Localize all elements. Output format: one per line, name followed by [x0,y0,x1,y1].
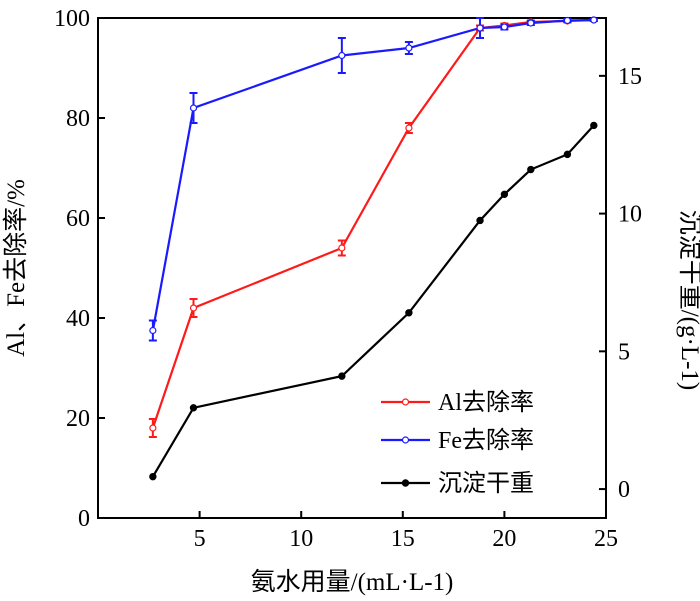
y-axis-right: 0 5 10 15 [599,64,642,503]
data-point [476,24,484,32]
data-point [405,309,413,317]
data-point [189,104,198,112]
data-point [338,51,346,60]
plot-frame [97,17,607,519]
y-tick-label: 60 [66,206,90,232]
y-tick-label: 40 [66,306,90,332]
data-point [149,424,157,432]
series-2 [148,16,598,342]
series-1 [148,16,598,438]
data-point [590,16,598,24]
legend-item: Fe去除率 [381,427,534,454]
y2-tick-label: 5 [618,339,630,365]
legend-marker [401,479,410,487]
y-tick-label: 20 [66,406,90,432]
data-point [149,326,157,335]
x-tick-label: 25 [594,526,618,552]
series-line [151,124,595,478]
legend-item: Al去除率 [381,389,534,416]
series-3 [149,121,598,481]
y-axis-left: 0 20 40 60 80 100 [54,6,105,532]
y-tick-label: 100 [54,6,90,32]
legend-marker [401,398,410,406]
y2-tick-label: 0 [618,477,630,503]
x-tick-label: 15 [391,526,415,552]
data-point [189,404,198,412]
y-axis-title: Al、Fe去除率/% [2,179,30,357]
x-tick-label: 5 [194,526,206,552]
data-point [405,44,413,52]
legend-label: Fe去除率 [438,427,534,454]
legend-marker [401,436,410,444]
series-line [151,18,594,331]
series-layer [148,16,598,481]
data-point [500,23,508,31]
x-tick-label: 10 [289,526,313,552]
x-axis-title: 氨水用量/(mL·L-1) [251,568,454,596]
x-tick-label: 20 [492,526,516,552]
data-point [338,372,346,380]
data-point [527,19,535,27]
data-point [149,472,157,481]
data-point [338,244,346,252]
legend-item: 沉淀干重 [381,470,534,497]
y2-tick-label: 15 [618,64,642,90]
data-point [500,190,509,199]
data-point [527,165,535,174]
legend-label: 沉淀干重 [438,470,534,497]
data-point [590,121,598,130]
y-tick-label: 80 [66,106,90,132]
y-tick-label: 0 [78,506,90,532]
y2-axis-title: 沉淀干重/(g·L-1) [676,210,700,391]
series-line [151,18,594,429]
data-point [476,216,484,225]
legend-label: Al去除率 [438,389,534,416]
y2-tick-label: 10 [618,202,642,228]
data-point [563,16,571,25]
data-point [563,150,572,159]
x-axis: 5 10 15 20 25 [194,511,618,552]
data-point [189,304,198,312]
data-point [405,124,413,132]
